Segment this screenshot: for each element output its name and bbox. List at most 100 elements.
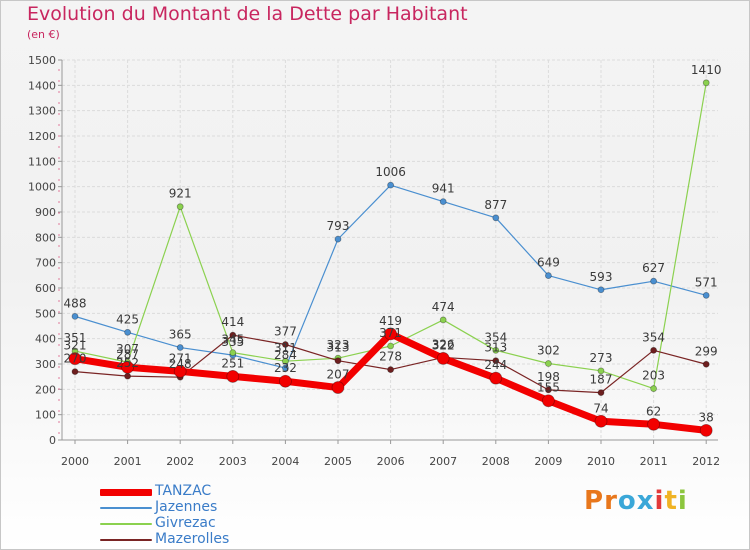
data-label-tanzac: 287 xyxy=(116,347,139,361)
data-label-givrezac: 354 xyxy=(484,330,507,344)
data-point-tanzac xyxy=(699,423,713,437)
x-tick-label: 2009 xyxy=(534,455,562,468)
data-label-givrezac: 1410 xyxy=(691,63,722,77)
data-point-tanzac xyxy=(542,394,555,408)
data-label-mazerolles: 414 xyxy=(221,315,244,329)
data-point-jazennes xyxy=(387,181,395,189)
legend-label-tanzac: TANZAC xyxy=(155,483,212,499)
data-point-mazerolles xyxy=(702,360,710,368)
data-point-givrezac xyxy=(545,360,552,367)
data-point-givrezac xyxy=(176,203,184,211)
x-tick-label: 2011 xyxy=(640,455,668,468)
data-point-mazerolles xyxy=(281,341,289,348)
x-tick-label: 2010 xyxy=(587,455,615,468)
data-label-mazerolles: 377 xyxy=(274,324,297,338)
data-point-givrezac xyxy=(650,385,657,392)
chart-title: Evolution du Montant de la Dette par Hab… xyxy=(27,3,468,25)
data-point-jazennes xyxy=(439,198,447,206)
logo-letter: r xyxy=(604,486,618,516)
data-label-mazerolles: 326 xyxy=(432,337,455,351)
data-label-mazerolles: 248 xyxy=(169,357,192,371)
y-tick-label: 800 xyxy=(35,231,56,244)
data-label-givrezac: 302 xyxy=(537,343,560,357)
data-label-mazerolles: 187 xyxy=(590,373,613,387)
data-label-tanzac: 74 xyxy=(593,401,608,415)
grid-layer xyxy=(62,59,718,441)
data-point-mazerolles xyxy=(387,366,395,373)
data-label-mazerolles: 313 xyxy=(327,341,350,355)
data-point-tanzac xyxy=(489,371,503,385)
data-point-jazennes xyxy=(597,286,605,294)
legend-label-mazerolles: Mazerolles xyxy=(155,531,230,547)
data-label-tanzac: 244 xyxy=(484,358,507,372)
data-label-mazerolles: 354 xyxy=(642,330,665,344)
x-tick-label: 2005 xyxy=(324,455,352,468)
y-tick-label: 1500 xyxy=(28,54,56,67)
data-label-tanzac: 321 xyxy=(64,339,87,353)
data-point-jazennes xyxy=(702,291,710,299)
y-tick-label: 300 xyxy=(35,358,56,371)
x-tick-label: 2002 xyxy=(166,455,194,468)
x-tick-label: 2003 xyxy=(219,455,247,468)
logo-letter: x xyxy=(636,486,655,516)
data-point-mazerolles xyxy=(650,346,657,354)
logo-letter: P xyxy=(584,486,605,516)
data-point-jazennes xyxy=(124,328,131,336)
legend-label-jazennes: Jazennes xyxy=(155,499,218,515)
data-point-mazerolles xyxy=(334,357,342,365)
data-label-mazerolles: 278 xyxy=(379,350,402,364)
y-tick-label: 500 xyxy=(35,307,56,320)
data-point-tanzac xyxy=(121,360,134,374)
logo-letter: i xyxy=(654,486,665,516)
data-label-givrezac: 351 xyxy=(64,331,87,345)
data-label-givrezac: 345 xyxy=(221,333,244,347)
data-label-jazennes: 284 xyxy=(274,348,297,362)
data-label-givrezac: 307 xyxy=(116,342,139,356)
data-label-jazennes: 649 xyxy=(537,256,560,270)
data-label-tanzac: 322 xyxy=(432,338,455,352)
data-label-jazennes: 571 xyxy=(695,275,718,289)
data-label-jazennes: 335 xyxy=(221,335,244,349)
data-label-jazennes: 365 xyxy=(169,328,192,342)
data-point-tanzac xyxy=(278,374,292,388)
data-label-tanzac: 232 xyxy=(274,361,297,375)
data-point-tanzac xyxy=(436,352,450,365)
x-tick-label: 2004 xyxy=(271,455,299,468)
data-point-mazerolles xyxy=(229,331,237,339)
data-label-jazennes: 941 xyxy=(432,182,455,196)
y-tick-label: 400 xyxy=(35,333,56,346)
y-tick-label: 200 xyxy=(35,383,56,396)
data-point-jazennes xyxy=(176,344,184,351)
data-point-tanzac xyxy=(594,414,608,428)
data-point-jazennes xyxy=(492,214,500,222)
data-point-mazerolles xyxy=(597,389,605,397)
logo-letter: t xyxy=(664,486,678,516)
x-tick-label: 2006 xyxy=(377,455,405,468)
data-point-givrezac xyxy=(492,346,500,354)
data-point-givrezac xyxy=(387,342,395,350)
data-label-mazerolles: 198 xyxy=(537,370,560,384)
data-label-givrezac: 203 xyxy=(642,369,665,383)
data-point-givrezac xyxy=(439,316,447,324)
proxiti-logo: Proxiti xyxy=(584,486,688,516)
data-point-mazerolles xyxy=(492,357,500,365)
y-tick-label: 600 xyxy=(35,282,56,295)
data-point-tanzac xyxy=(226,370,240,383)
x-tick-label: 2012 xyxy=(692,455,720,468)
x-tick-label: 2008 xyxy=(482,455,510,468)
x-tick-label: 2001 xyxy=(114,455,142,468)
y-tick-label: 1200 xyxy=(28,130,56,143)
y-tick-label: 1100 xyxy=(28,155,56,168)
data-point-jazennes xyxy=(71,312,79,320)
data-label-givrezac: 474 xyxy=(432,300,455,314)
data-label-givrezac: 311 xyxy=(274,341,297,355)
y-tick-label: 100 xyxy=(35,409,56,422)
data-label-mazerolles: 270 xyxy=(64,352,87,366)
data-label-jazennes: 488 xyxy=(64,296,87,310)
data-label-tanzac: 419 xyxy=(379,314,402,328)
data-point-tanzac xyxy=(647,417,660,431)
logo-letter: i xyxy=(677,486,688,516)
legend-swatch-givrezac xyxy=(100,523,152,525)
y-tick-label: 0 xyxy=(49,434,56,447)
